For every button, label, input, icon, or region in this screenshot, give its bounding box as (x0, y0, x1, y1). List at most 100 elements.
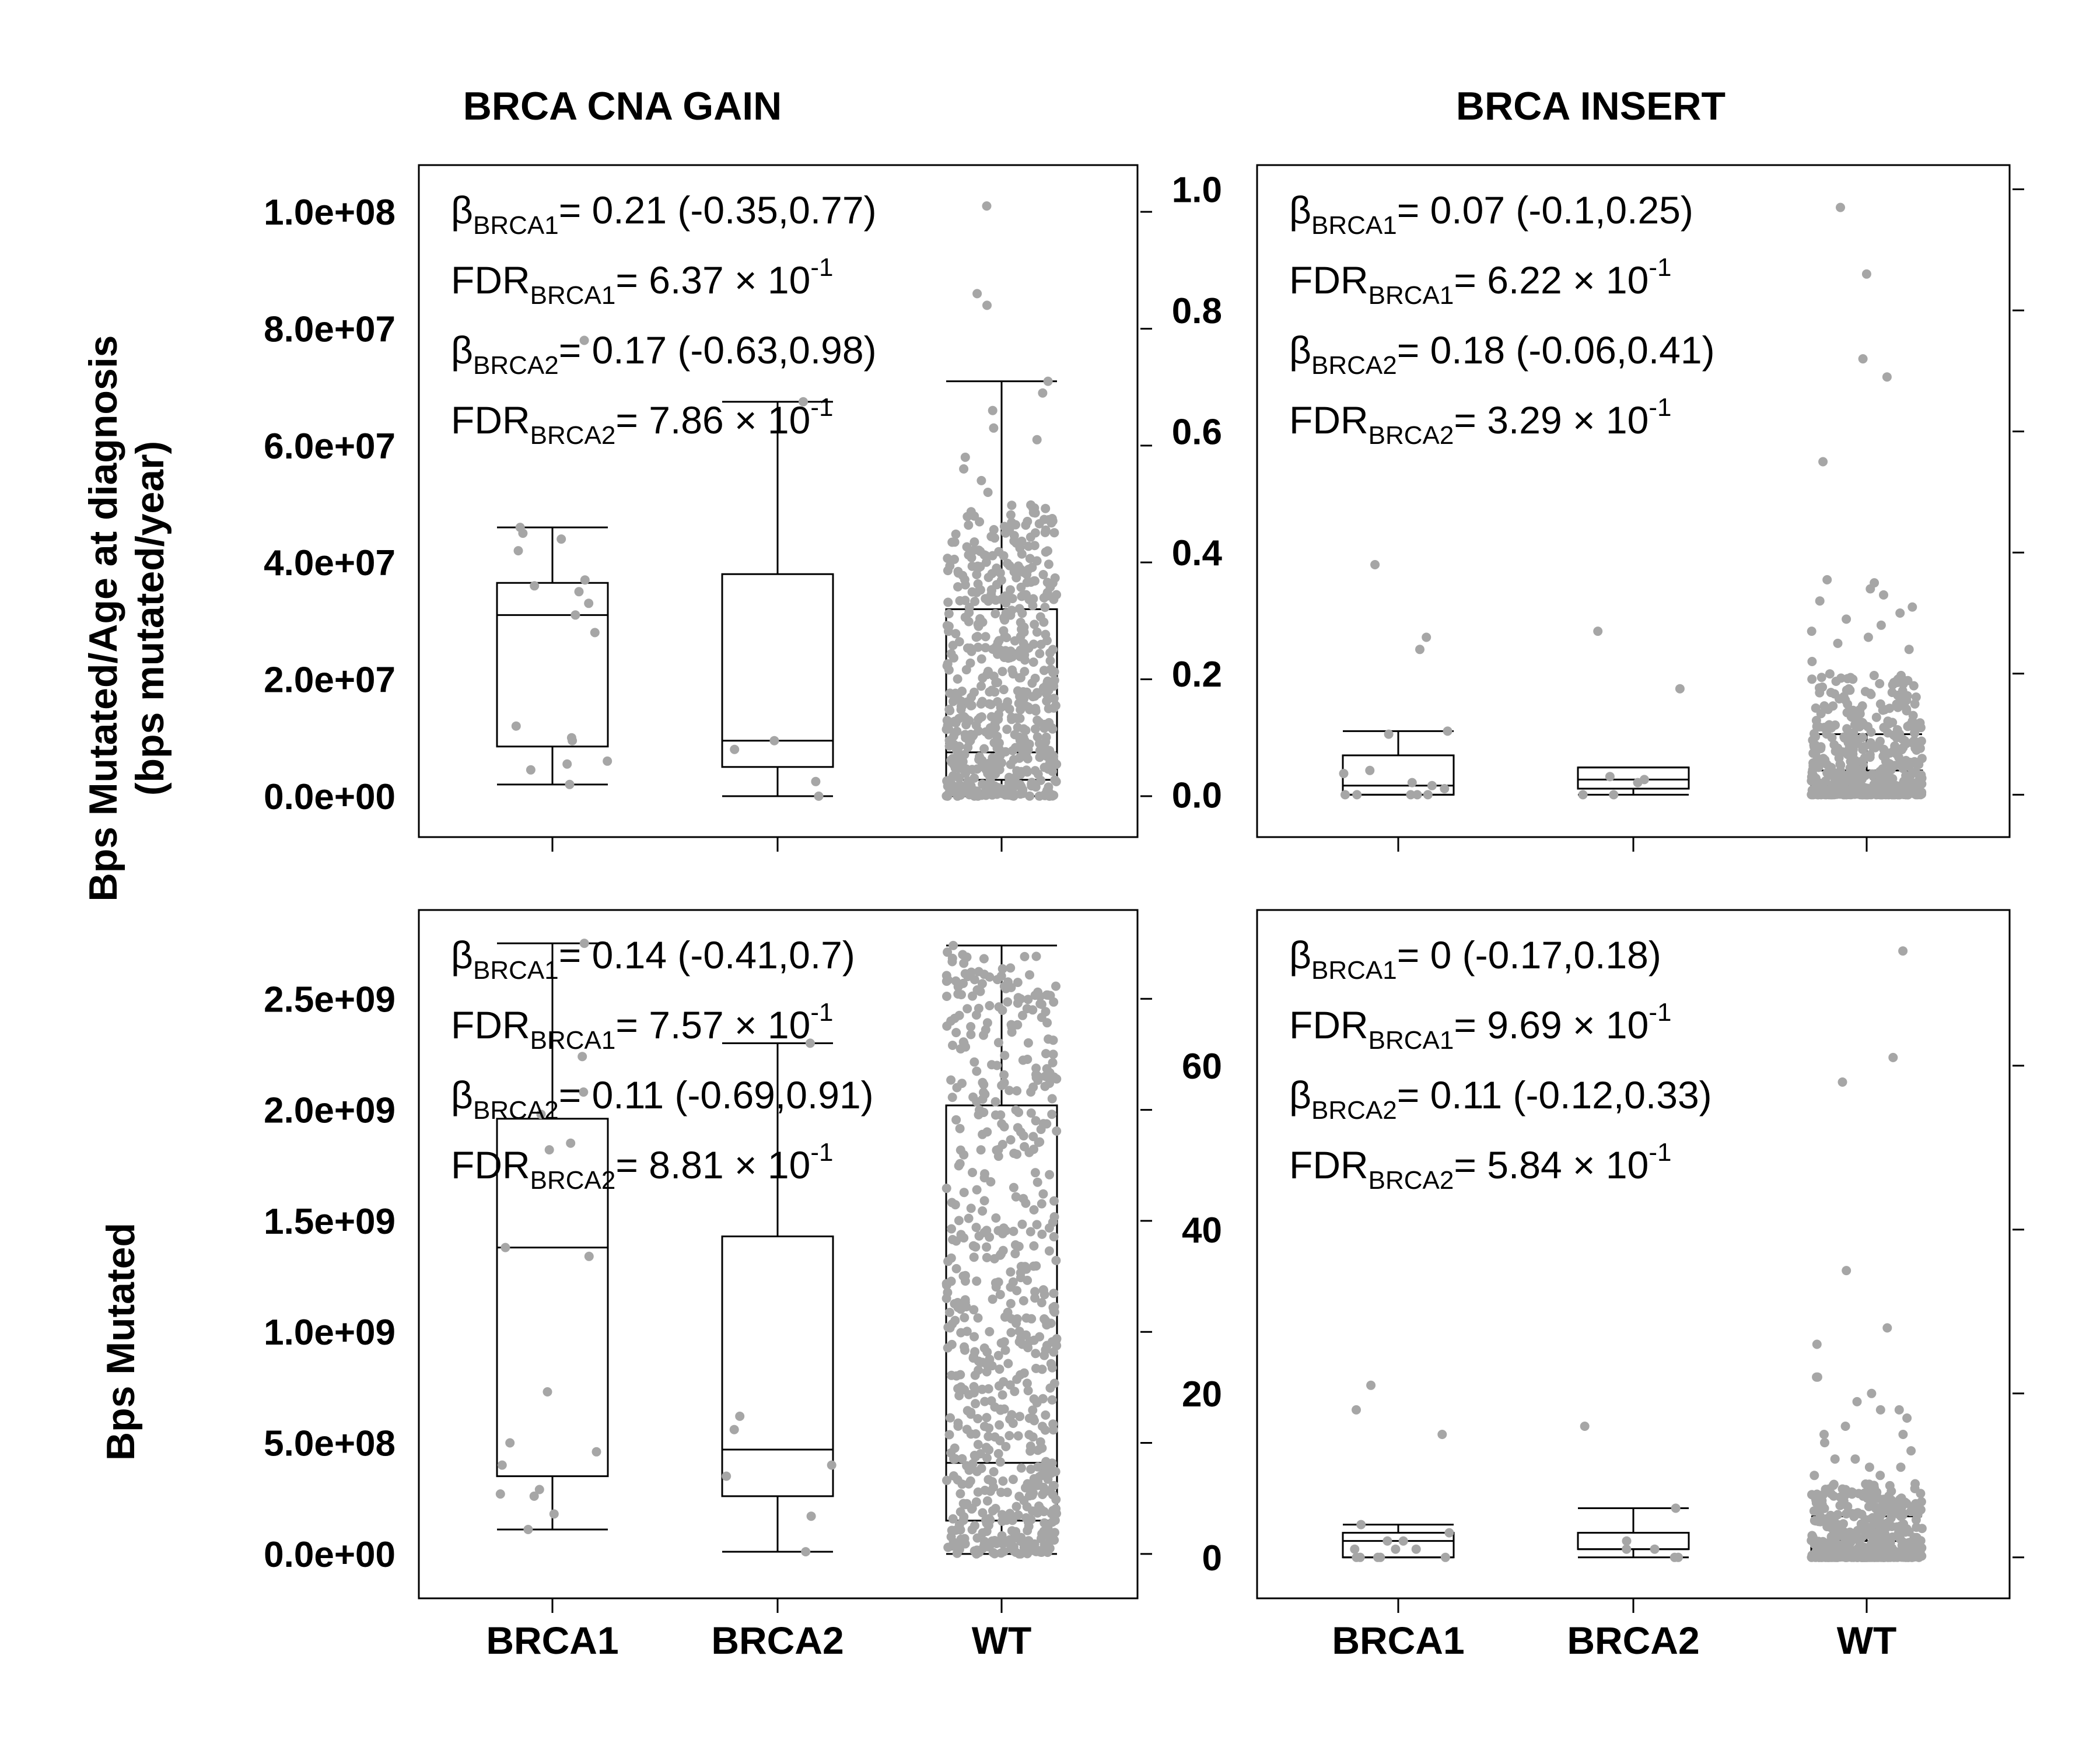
data-point (1048, 1506, 1058, 1516)
data-point (971, 1497, 981, 1507)
data-point (1034, 718, 1044, 727)
data-point (1858, 1552, 1868, 1562)
data-point (1007, 501, 1017, 510)
panel-insert-rate: 0.0 0.2 0.4 0.6 0.8 1.0 βBRCA1= 0.07 (-0.1,0.2… (1172, 164, 2024, 852)
data-point (584, 598, 594, 608)
data-point (1825, 669, 1835, 679)
data-point (1029, 1241, 1039, 1251)
y-tick-label: 0 (1202, 1538, 1222, 1578)
data-point (1010, 730, 1020, 740)
data-point (1005, 1380, 1015, 1390)
data-point (950, 554, 959, 564)
data-point (1815, 683, 1824, 693)
data-point (942, 1475, 951, 1485)
data-point (722, 1471, 732, 1481)
data-point (1880, 705, 1889, 715)
data-point (1818, 457, 1828, 467)
data-point (999, 685, 1009, 695)
data-point (986, 712, 996, 722)
data-point (999, 1337, 1009, 1347)
jitter-points (1339, 202, 1927, 800)
data-point (970, 597, 980, 606)
data-point (1012, 1374, 1022, 1384)
data-point (1904, 645, 1914, 654)
data-point (1440, 784, 1450, 793)
data-point (515, 523, 525, 533)
data-point (1012, 1318, 1021, 1328)
data-point (1856, 1519, 1866, 1529)
data-point (1896, 694, 1906, 704)
data-point (1882, 1536, 1892, 1546)
data-point (1916, 1489, 1926, 1499)
data-point (954, 1161, 964, 1171)
data-point (1869, 671, 1879, 680)
data-point (1047, 1337, 1057, 1347)
data-point (1050, 775, 1060, 785)
data-point (603, 756, 612, 766)
data-point (1860, 687, 1870, 696)
data-point (999, 981, 1009, 991)
data-point (534, 1485, 544, 1494)
data-point (1671, 1503, 1681, 1513)
data-point (982, 300, 992, 310)
data-point (1032, 1220, 1042, 1230)
data-point (1002, 724, 1012, 734)
data-point (991, 1282, 1001, 1292)
data-point (1017, 1219, 1027, 1229)
data-point (1048, 645, 1058, 654)
data-point (1018, 1010, 1027, 1020)
data-point (1045, 1068, 1055, 1077)
data-point (985, 1326, 995, 1336)
data-point (988, 1294, 998, 1304)
data-point (1912, 778, 1922, 788)
data-point (1898, 946, 1908, 956)
data-point (1021, 1198, 1031, 1208)
data-point (1001, 1441, 1011, 1451)
data-point (1013, 1431, 1023, 1441)
row-title-top-line2: (bps mutated/year) (128, 441, 172, 796)
y-tick-label: 8.0e+07 (264, 309, 396, 349)
data-point (947, 1370, 956, 1380)
data-point (988, 1506, 998, 1516)
data-point (1013, 723, 1023, 733)
data-point (1003, 558, 1013, 568)
data-point (971, 632, 981, 642)
data-point (1045, 656, 1055, 666)
data-point (1881, 1504, 1891, 1514)
y-tick-label: 0.2 (1172, 654, 1222, 695)
data-point (1026, 578, 1036, 587)
data-point (574, 587, 584, 597)
data-point (947, 953, 957, 963)
data-point (566, 1138, 576, 1148)
data-point (1043, 1466, 1053, 1476)
data-point (1028, 1261, 1038, 1271)
data-point (1002, 1488, 1012, 1497)
data-point (964, 1479, 974, 1489)
box-brca2 (1577, 766, 1690, 796)
data-point (1016, 752, 1025, 762)
data-point (1440, 1552, 1450, 1562)
x-category-labels: BRCA1 BRCA2 WT BRCA1 BRCA2 WT (486, 1619, 1896, 1662)
box-brca2 (721, 401, 834, 797)
data-point (1898, 1430, 1908, 1439)
data-point (1861, 1479, 1871, 1489)
data-point (1027, 778, 1037, 788)
data-point (960, 1342, 969, 1352)
data-point (1043, 546, 1052, 556)
data-point (959, 464, 969, 474)
data-point (988, 1477, 998, 1486)
data-point (988, 781, 998, 791)
data-point (989, 423, 999, 433)
data-point (960, 452, 970, 462)
data-point (1051, 1255, 1061, 1265)
data-point (1028, 657, 1038, 667)
data-point (1049, 1212, 1059, 1222)
data-point (1023, 516, 1032, 526)
data-point (1902, 704, 1912, 714)
data-point (982, 1367, 992, 1377)
data-point (1910, 1479, 1920, 1489)
data-point (957, 1479, 967, 1489)
data-point (1580, 1422, 1590, 1431)
data-point (1340, 790, 1350, 800)
data-point (1029, 1205, 1039, 1214)
